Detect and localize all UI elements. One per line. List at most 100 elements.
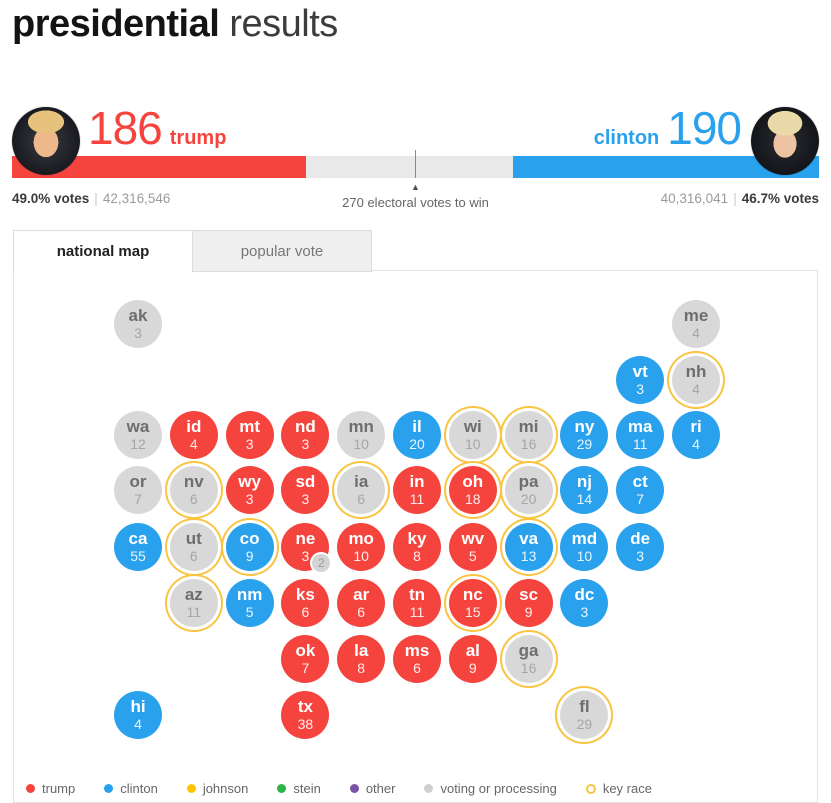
state-abbr: al bbox=[465, 641, 480, 660]
state-nc[interactable]: nc 15 bbox=[448, 579, 497, 627]
legend-dot-icon bbox=[349, 784, 359, 793]
map-legend: trump clinton johnson stein other voting or p… bbox=[26, 781, 652, 796]
state-az[interactable]: az 11 bbox=[169, 579, 218, 627]
state-electoral-votes: 11 bbox=[186, 604, 202, 620]
state-ok[interactable]: ok 7 bbox=[281, 635, 330, 683]
legend-label: voting or processing bbox=[440, 781, 557, 796]
tab-national-map[interactable]: national map bbox=[13, 230, 193, 272]
trump-bar-segment bbox=[12, 156, 306, 178]
state-mt[interactable]: mt 3 bbox=[225, 411, 274, 459]
state-abbr: ny bbox=[574, 417, 595, 436]
state-abbr: wy bbox=[238, 472, 261, 491]
state-in[interactable]: in 11 bbox=[393, 466, 441, 514]
state-tn[interactable]: tn 11 bbox=[393, 579, 441, 627]
state-abbr: fl bbox=[579, 697, 590, 716]
state-md[interactable]: md 10 bbox=[560, 523, 609, 571]
state-il[interactable]: il 20 bbox=[393, 411, 441, 459]
page-title-bold: presidential bbox=[12, 3, 220, 45]
state-fl[interactable]: fl 29 bbox=[560, 691, 609, 739]
state-wy[interactable]: wy 3 bbox=[225, 466, 274, 514]
state-ny[interactable]: ny 29 bbox=[560, 411, 609, 459]
state-electoral-votes: 4 bbox=[692, 436, 700, 452]
state-nd[interactable]: nd 3 bbox=[281, 411, 330, 459]
trump-popular-stats: 49.0% votes | 42,316,546 bbox=[12, 191, 170, 206]
state-nh[interactable]: nh 4 bbox=[672, 356, 720, 404]
state-abbr: pa bbox=[518, 472, 539, 491]
state-ar[interactable]: ar 6 bbox=[337, 579, 386, 627]
state-ky[interactable]: ky 8 bbox=[393, 523, 441, 571]
state-electoral-votes: 6 bbox=[357, 491, 366, 507]
state-electoral-votes: 4 bbox=[692, 325, 700, 341]
state-ut[interactable]: ut 6 bbox=[169, 523, 218, 571]
state-hi[interactable]: hi 4 bbox=[114, 691, 162, 739]
state-ct[interactable]: ct 7 bbox=[616, 466, 665, 514]
state-electoral-votes: 3 bbox=[301, 548, 310, 564]
clinton-bar-segment bbox=[513, 156, 819, 178]
clinton-electoral-votes: 190 bbox=[667, 102, 742, 154]
state-electoral-votes: 18 bbox=[465, 491, 481, 507]
state-abbr: nc bbox=[462, 585, 483, 604]
legend-item-key-race: key race bbox=[585, 781, 652, 796]
state-ia[interactable]: ia 6 bbox=[337, 466, 386, 514]
state-dc[interactable]: dc 3 bbox=[560, 579, 609, 627]
state-wi[interactable]: wi 10 bbox=[448, 411, 497, 459]
legend-dot-icon bbox=[424, 784, 434, 793]
state-electoral-votes: 6 bbox=[413, 660, 421, 676]
state-sc[interactable]: sc 9 bbox=[504, 579, 553, 627]
state-me[interactable]: me 4 bbox=[672, 300, 720, 348]
state-ne[interactable]: ne 3 2 bbox=[281, 523, 333, 574]
state-electoral-votes: 29 bbox=[576, 436, 593, 452]
state-nm[interactable]: nm 5 bbox=[225, 579, 274, 627]
marker-arrow-icon: ▲ bbox=[411, 182, 420, 192]
state-mn[interactable]: mn 10 bbox=[337, 411, 386, 459]
state-ms[interactable]: ms 6 bbox=[393, 635, 441, 683]
state-electoral-votes: 10 bbox=[353, 548, 369, 564]
state-electoral-votes: 3 bbox=[636, 381, 645, 397]
trump-electoral-votes: 186 bbox=[88, 102, 163, 154]
state-co[interactable]: co 9 bbox=[225, 523, 274, 571]
state-ca[interactable]: ca 55 bbox=[114, 523, 162, 571]
state-abbr: ky bbox=[407, 529, 427, 548]
state-mo[interactable]: mo 10 bbox=[337, 523, 386, 571]
state-or[interactable]: or 7 bbox=[114, 466, 162, 514]
state-la[interactable]: la 8 bbox=[337, 635, 386, 683]
state-abbr: wa bbox=[126, 417, 150, 436]
state-al[interactable]: al 9 bbox=[448, 635, 497, 683]
state-nv[interactable]: nv 6 bbox=[169, 466, 218, 514]
tab-popular-vote[interactable]: popular vote bbox=[193, 230, 372, 272]
state-abbr: va bbox=[519, 529, 539, 548]
state-nj[interactable]: nj 14 bbox=[560, 466, 609, 514]
state-ma[interactable]: ma 11 bbox=[616, 411, 665, 459]
state-electoral-votes: 6 bbox=[357, 604, 366, 620]
270-votes-marker-line bbox=[415, 150, 416, 178]
clinton-popular-votes: 40,316,041 bbox=[660, 191, 729, 206]
state-oh[interactable]: oh 18 bbox=[448, 466, 497, 514]
state-abbr: sc bbox=[519, 585, 539, 604]
state-de[interactable]: de 3 bbox=[616, 523, 665, 571]
state-id[interactable]: id 4 bbox=[169, 411, 218, 459]
page-title-light: results bbox=[229, 3, 338, 45]
state-electoral-votes: 7 bbox=[301, 660, 310, 676]
state-electoral-votes: 13 bbox=[520, 548, 537, 564]
legend-item-voting-or-processing: voting or processing bbox=[424, 781, 557, 796]
state-electoral-votes: 20 bbox=[520, 491, 537, 507]
state-abbr: ma bbox=[627, 417, 653, 436]
state-abbr: tx bbox=[297, 697, 313, 716]
state-ga[interactable]: ga 16 bbox=[504, 635, 553, 683]
state-va[interactable]: va 13 bbox=[504, 523, 553, 571]
state-wa[interactable]: wa 12 bbox=[114, 411, 162, 459]
state-electoral-votes: 4 bbox=[134, 716, 142, 732]
state-pa[interactable]: pa 20 bbox=[504, 466, 553, 514]
state-tx[interactable]: tx 38 bbox=[281, 691, 330, 739]
state-ks[interactable]: ks 6 bbox=[281, 579, 330, 627]
state-electoral-votes: 10 bbox=[353, 436, 369, 452]
state-electoral-votes: 4 bbox=[692, 381, 700, 397]
state-mi[interactable]: mi 16 bbox=[504, 411, 553, 459]
state-sd[interactable]: sd 3 bbox=[281, 466, 330, 514]
legend-dot-icon bbox=[26, 784, 35, 793]
state-ak[interactable]: ak 3 bbox=[114, 300, 162, 348]
state-ri[interactable]: ri 4 bbox=[672, 411, 720, 459]
state-wv[interactable]: wv 5 bbox=[448, 523, 497, 571]
state-vt[interactable]: vt 3 bbox=[616, 356, 665, 404]
legend-item-johnson: johnson bbox=[186, 781, 248, 796]
